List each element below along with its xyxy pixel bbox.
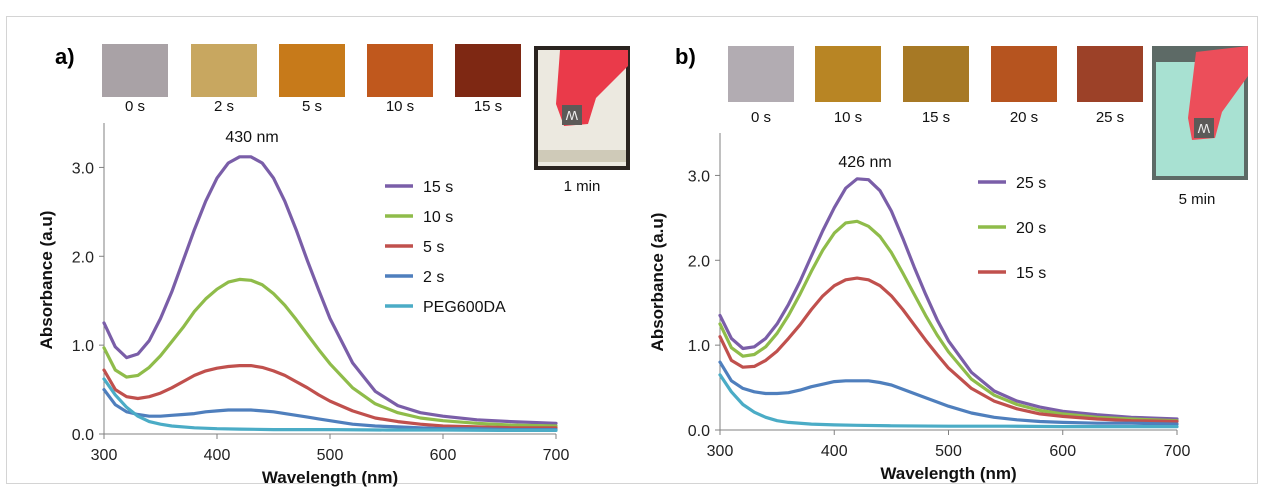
x-tick-label: 500 xyxy=(935,443,962,460)
series-line xyxy=(102,377,558,432)
photo-b: W xyxy=(1152,46,1248,180)
x-axis-title: Wavelength (nm) xyxy=(880,464,1016,483)
swatch-label: 20 s xyxy=(1010,109,1038,126)
swatch-label: 15 s xyxy=(474,98,502,115)
legend-label: 2 s xyxy=(423,269,444,286)
photo-a-edge xyxy=(538,150,626,162)
swatch-label: 10 s xyxy=(386,98,414,115)
swatches-a: 0 s 2 s 5 s 10 s 15 s xyxy=(102,44,521,115)
series-line xyxy=(718,177,1179,421)
x-tick-label: 700 xyxy=(1164,443,1191,460)
y-axis-title: Absorbance (a.u) xyxy=(37,211,56,350)
series-line xyxy=(102,155,558,425)
y-tick-label: 0.0 xyxy=(72,427,94,444)
legend-label: 5 s xyxy=(423,239,444,256)
x-tick-label: 300 xyxy=(707,443,734,460)
swatches-b: 0 s 10 s 15 s 20 s 25 s xyxy=(728,46,1143,126)
chart-b: 300 400 500 600 700 0.0 1.0 2.0 3.0 Wavelength (n… xyxy=(648,133,1190,483)
peak-annotation: 430 nm xyxy=(225,129,278,146)
legend-label: 15 s xyxy=(423,179,453,196)
color-swatch xyxy=(279,44,345,97)
swatch-label: 0 s xyxy=(751,109,771,126)
y-tick-label: 2.0 xyxy=(688,253,710,270)
x-tick-label: 500 xyxy=(317,447,344,464)
series-line xyxy=(718,360,1179,426)
x-tick-label: 600 xyxy=(1049,443,1076,460)
x-tick-label: 700 xyxy=(543,447,570,464)
swatch-label: 0 s xyxy=(125,98,145,115)
photo-a: W xyxy=(534,46,630,170)
series-line xyxy=(102,277,558,428)
series-line xyxy=(718,276,1179,424)
x-tick-label: 600 xyxy=(430,447,457,464)
legend-label: 20 s xyxy=(1016,220,1046,237)
legend-label: PEG600DA xyxy=(423,299,506,316)
color-swatch xyxy=(367,44,433,97)
series-line xyxy=(102,364,558,430)
color-swatch xyxy=(903,46,969,102)
y-tick-label: 1.0 xyxy=(688,338,710,355)
photo-a-time-label: 1 min xyxy=(564,178,601,195)
swatch-label: 5 s xyxy=(302,98,322,115)
color-swatch xyxy=(1077,46,1143,102)
color-swatch xyxy=(191,44,257,97)
photo-b-letter: W xyxy=(1197,121,1210,136)
x-axis-title: Wavelength (nm) xyxy=(262,468,398,487)
peak-annotation: 426 nm xyxy=(838,154,891,171)
series-line xyxy=(102,388,558,432)
x-tick-label: 300 xyxy=(91,447,118,464)
color-swatch xyxy=(991,46,1057,102)
swatch-label: 25 s xyxy=(1096,109,1124,126)
color-swatch xyxy=(815,46,881,102)
y-tick-label: 3.0 xyxy=(72,160,94,177)
y-tick-label: 0.0 xyxy=(688,423,710,440)
swatch-label: 15 s xyxy=(922,109,950,126)
panel-a-label: a) xyxy=(55,44,75,69)
legend-label: 15 s xyxy=(1016,265,1046,282)
photo-b-time-label: 5 min xyxy=(1179,191,1216,208)
series-line xyxy=(718,219,1179,423)
photo-a-label-patch xyxy=(562,105,582,125)
chart-a: 300 400 500 600 700 0.0 1.0 2.0 3.0 Wavelength (n… xyxy=(37,123,569,487)
photo-b-label-patch xyxy=(1194,118,1214,138)
photo-b-clip-icon xyxy=(1188,46,1248,140)
x-tick-label: 400 xyxy=(204,447,231,464)
series-line xyxy=(718,373,1179,429)
figure-frame xyxy=(6,16,1258,484)
color-swatch xyxy=(455,44,521,97)
x-tick-label: 400 xyxy=(821,443,848,460)
color-swatch xyxy=(102,44,168,97)
photo-a-letter: W xyxy=(565,108,578,123)
y-tick-label: 1.0 xyxy=(72,338,94,355)
swatch-label: 10 s xyxy=(834,109,862,126)
swatch-label: 2 s xyxy=(214,98,234,115)
color-swatch xyxy=(728,46,794,102)
legend-label: 25 s xyxy=(1016,175,1046,192)
legend-label: 10 s xyxy=(423,209,453,226)
y-axis-title: Absorbance (a.u) xyxy=(648,213,667,352)
y-tick-label: 2.0 xyxy=(72,249,94,266)
y-tick-label: 3.0 xyxy=(688,168,710,185)
panel-b-label: b) xyxy=(675,44,696,69)
